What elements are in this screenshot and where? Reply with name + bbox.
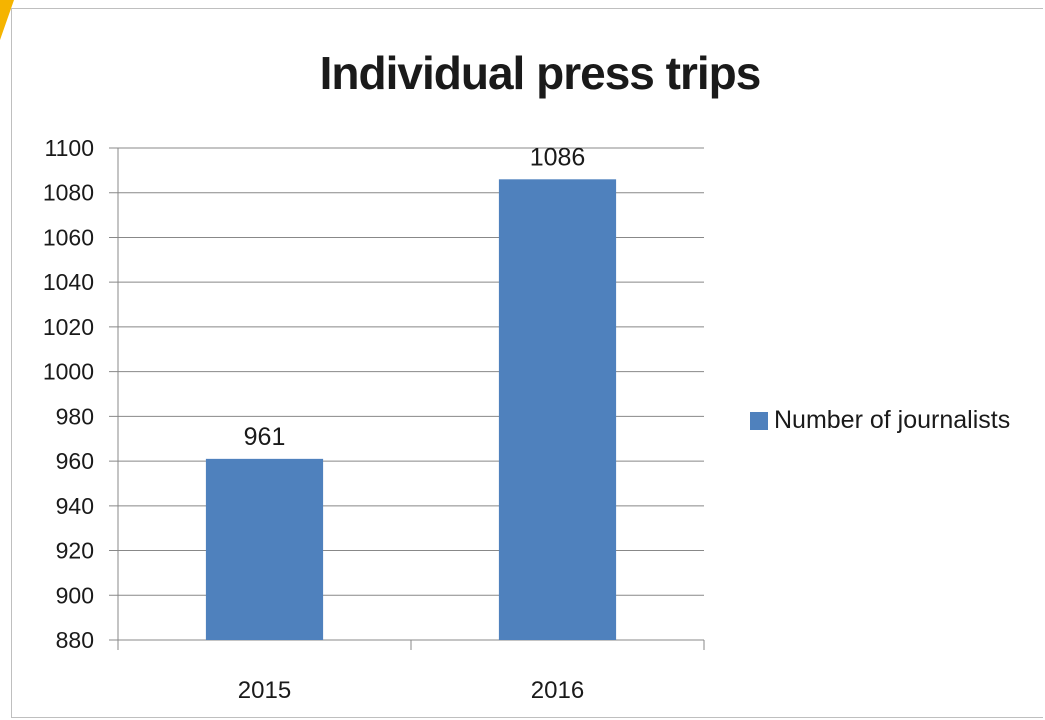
chart-title: Individual press trips xyxy=(319,47,762,99)
y-tick-label: 1020 xyxy=(43,314,94,340)
data-labels: 961 1086 xyxy=(244,143,586,451)
y-tick-label: 1000 xyxy=(43,359,94,385)
data-label: 1086 xyxy=(530,143,586,171)
bar-2016 xyxy=(498,179,617,641)
y-tick-label: 960 xyxy=(56,448,94,474)
y-tick-label: 1060 xyxy=(43,224,94,250)
legend-label: Number of journalists xyxy=(774,406,1011,434)
legend-swatch xyxy=(750,411,768,430)
y-tick-label: 1080 xyxy=(43,180,94,206)
y-tick-label: 900 xyxy=(56,582,94,608)
x-tick-label: 2015 xyxy=(238,677,291,704)
bars xyxy=(205,179,617,641)
x-tick-label: 2016 xyxy=(531,677,584,704)
y-tick-label: 1100 xyxy=(45,135,94,161)
bar-2015 xyxy=(205,458,324,640)
y-tick-label: 1040 xyxy=(43,269,94,295)
legend: Number of journalists xyxy=(750,406,1010,435)
y-tick-label: 980 xyxy=(56,403,94,429)
x-axis-ticks: 2015 2016 xyxy=(238,677,584,704)
y-tick-label: 920 xyxy=(56,538,94,564)
y-tick-label: 940 xyxy=(56,493,94,519)
y-tick-label: 880 xyxy=(56,627,94,653)
corner-accent-shape xyxy=(0,0,14,40)
y-axis-ticks: 880 900 920 940 960 980 1000 1020 1040 1060 1080 11… xyxy=(43,135,94,653)
data-label: 961 xyxy=(244,423,286,451)
